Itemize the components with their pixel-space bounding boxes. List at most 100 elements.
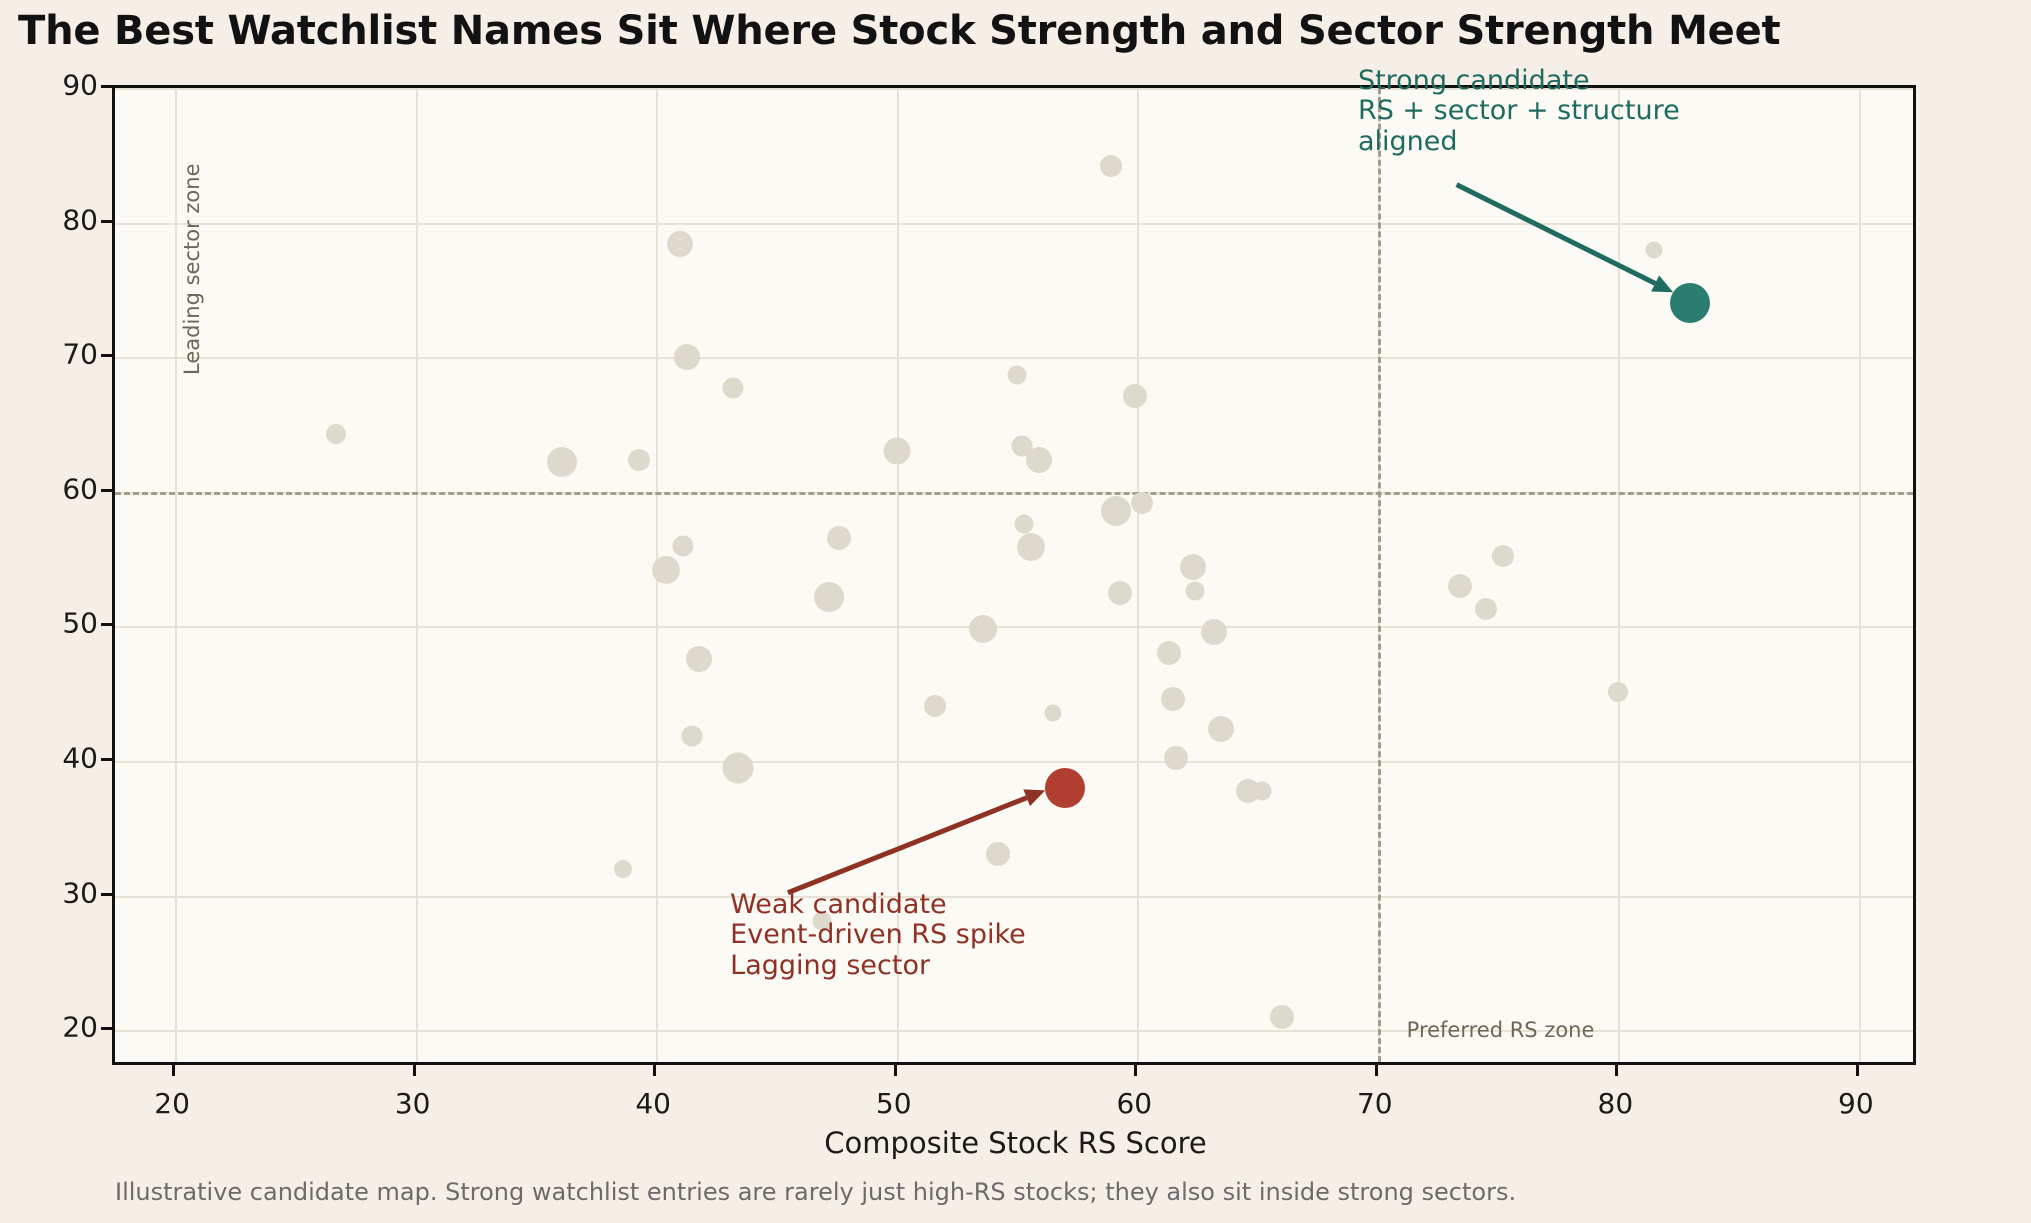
scatter-point[interactable] <box>1014 514 1034 534</box>
x-tick-label: 40 <box>635 1087 671 1120</box>
y-tick-label: 50 <box>62 606 98 640</box>
x-tick-label: 20 <box>154 1087 190 1120</box>
y-tick-mark <box>101 488 112 492</box>
y-tick-label: 60 <box>62 472 98 506</box>
scatter-point[interactable] <box>883 437 911 465</box>
scatter-point[interactable] <box>1100 495 1131 526</box>
scatter-point[interactable] <box>1007 365 1027 385</box>
x-tick-label: 90 <box>1838 1087 1874 1120</box>
scatter-point[interactable] <box>1108 580 1133 605</box>
y-tick-mark <box>101 892 112 896</box>
scatter-point[interactable] <box>686 645 713 672</box>
chart-footnote: Illustrative candidate map. Strong watch… <box>115 1178 1517 1206</box>
gridline-horizontal <box>115 761 1913 764</box>
scatter-point[interactable] <box>924 694 947 717</box>
y-tick-label: 30 <box>62 876 98 910</box>
scatter-point[interactable] <box>1201 618 1228 645</box>
x-tick-label: 50 <box>875 1087 912 1120</box>
scatter-point[interactable] <box>1179 554 1206 581</box>
y-tick-label: 80 <box>62 203 98 237</box>
x-tick-label: 80 <box>1597 1087 1634 1120</box>
x-axis-label: Composite Stock RS Score <box>824 1126 1207 1160</box>
scatter-point[interactable] <box>613 859 632 878</box>
scatter-point[interactable] <box>722 377 744 399</box>
y-tick-mark <box>101 623 112 627</box>
gridline-vertical <box>175 88 178 1062</box>
y-tick-mark <box>101 85 112 88</box>
scatter-point[interactable] <box>1099 155 1122 178</box>
gridline-vertical <box>415 88 418 1062</box>
x-tick-mark <box>1855 1065 1859 1076</box>
reference-line-rs-threshold <box>1377 88 1381 1062</box>
x-tick-mark <box>1134 1065 1138 1076</box>
y-tick-mark <box>101 758 112 762</box>
page-title: The Best Watchlist Names Sit Where Stock… <box>18 8 1781 54</box>
gridline-vertical <box>1618 88 1621 1062</box>
y-tick-label: 40 <box>62 741 98 775</box>
annotation-weak-candidate: Weak candidate Event-driven RS spike Lag… <box>730 889 1026 981</box>
scatter-point[interactable] <box>1269 1004 1294 1029</box>
gridline-horizontal <box>115 357 1913 360</box>
y-tick-label: 20 <box>62 1010 98 1044</box>
scatter-point[interactable] <box>1044 704 1062 722</box>
gridline-horizontal <box>115 222 1913 225</box>
x-tick-label: 60 <box>1116 1087 1153 1120</box>
scatter-point[interactable] <box>1447 574 1472 599</box>
scatter-point[interactable] <box>651 555 680 584</box>
x-tick-mark <box>893 1065 897 1076</box>
preferred-rs-zone-label: Preferred RS zone <box>1406 1018 1595 1043</box>
scatter-point[interactable] <box>1017 533 1046 562</box>
scatter-point[interactable] <box>1122 384 1147 409</box>
scatter-point[interactable] <box>628 448 651 471</box>
x-tick-label: 30 <box>394 1087 431 1120</box>
scatter-point[interactable] <box>547 447 578 478</box>
y-tick-label: 90 <box>62 68 98 102</box>
x-tick-mark <box>653 1065 657 1076</box>
scatter-point[interactable] <box>672 535 694 557</box>
scatter-point[interactable] <box>1608 682 1629 703</box>
gridline-vertical <box>896 88 899 1062</box>
scatter-point[interactable] <box>814 581 845 612</box>
gridline-horizontal <box>115 626 1913 629</box>
x-tick-mark <box>1374 1065 1378 1076</box>
y-tick-mark <box>101 354 112 358</box>
scatter-point[interactable] <box>674 344 701 371</box>
gridline-vertical <box>1137 88 1140 1062</box>
reference-line-sector-threshold <box>115 491 1913 495</box>
scatter-point[interactable] <box>1131 491 1154 514</box>
scatter-point[interactable] <box>681 725 703 746</box>
scatter-point[interactable] <box>722 752 754 784</box>
scatter-point[interactable] <box>1161 687 1186 712</box>
scatter-point[interactable] <box>1491 545 1514 568</box>
leading-sector-zone-label: Leading sector zone <box>179 163 204 375</box>
scatter-point-weak-candidate-highlight[interactable] <box>1045 768 1086 808</box>
scatter-point[interactable] <box>969 615 998 644</box>
scatter-point[interactable] <box>985 841 1010 866</box>
x-tick-mark <box>1615 1065 1619 1076</box>
y-tick-mark <box>101 1027 112 1031</box>
gridline-horizontal <box>115 1030 1913 1033</box>
scatter-point[interactable] <box>326 423 347 444</box>
annotation-strong-candidate: Strong candidate RS + sector + structure… <box>1357 65 1680 157</box>
gridline-horizontal <box>115 88 1913 90</box>
scatter-point[interactable] <box>1475 597 1498 620</box>
y-tick-mark <box>101 219 112 223</box>
scatter-point[interactable] <box>812 911 832 931</box>
scatter-point[interactable] <box>1252 781 1272 801</box>
scatter-point[interactable] <box>1645 241 1663 259</box>
scatter-point[interactable] <box>1163 746 1188 771</box>
x-tick-mark <box>172 1065 176 1076</box>
gridline-horizontal <box>115 895 1913 898</box>
scatter-point[interactable] <box>1156 641 1181 666</box>
scatter-point[interactable] <box>827 525 851 550</box>
plot-inner: Leading sector zone Preferred RS zone <box>115 88 1913 1062</box>
scatter-point[interactable] <box>667 231 694 258</box>
scatter-point-strong-candidate-highlight[interactable] <box>1670 283 1711 324</box>
gridline-vertical <box>1858 88 1861 1062</box>
scatter-point[interactable] <box>1208 715 1235 742</box>
scatter-point[interactable] <box>1185 581 1205 601</box>
scatter-point[interactable] <box>1025 446 1052 473</box>
x-tick-label: 70 <box>1356 1087 1393 1120</box>
y-tick-label: 70 <box>62 337 98 371</box>
